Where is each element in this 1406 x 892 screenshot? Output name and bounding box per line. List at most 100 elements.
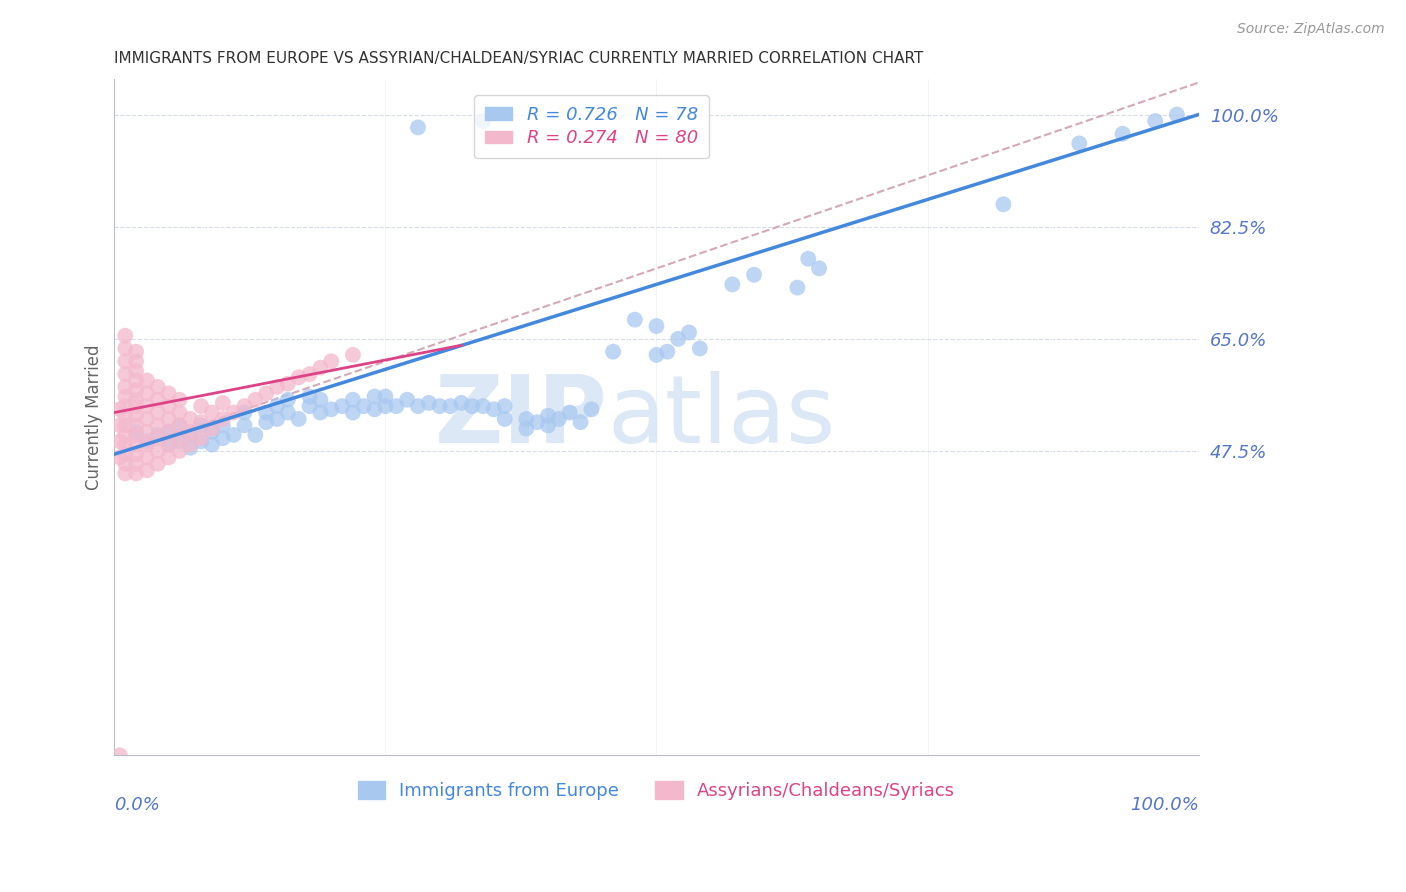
Point [201, 425, 224, 439]
Point [108, 402, 131, 417]
Point [786, 280, 808, 294]
Point [201, 405, 224, 419]
Point [157, 386, 180, 401]
Point [125, 399, 148, 413]
Point [406, 120, 429, 135]
Point [179, 437, 201, 451]
Point [233, 405, 256, 419]
Point [125, 344, 148, 359]
Point [418, 396, 440, 410]
Point [125, 364, 148, 378]
Point [114, 409, 136, 423]
Point [439, 399, 461, 413]
Point [125, 447, 148, 461]
Point [136, 399, 159, 413]
Point [146, 405, 169, 419]
Point [125, 374, 148, 388]
Point [277, 392, 299, 407]
Point [254, 405, 277, 419]
Point [125, 437, 148, 451]
Point [363, 402, 385, 417]
Point [114, 447, 136, 461]
Point [309, 405, 332, 419]
Point [526, 415, 548, 429]
Text: 0.0%: 0.0% [114, 796, 160, 814]
Point [146, 418, 169, 433]
Point [321, 402, 343, 417]
Point [254, 386, 277, 401]
Point [146, 392, 169, 407]
Point [298, 367, 321, 381]
Point [114, 367, 136, 381]
Point [494, 412, 516, 426]
Point [190, 415, 212, 429]
Point [222, 428, 245, 442]
Point [482, 402, 505, 417]
Point [114, 390, 136, 404]
Text: Source: ZipAtlas.com: Source: ZipAtlas.com [1237, 22, 1385, 37]
Point [179, 428, 201, 442]
Point [201, 437, 224, 451]
Point [1144, 114, 1167, 128]
Point [494, 399, 516, 413]
Point [125, 392, 148, 407]
Point [1069, 136, 1091, 151]
Point [169, 431, 191, 445]
Point [797, 252, 820, 266]
Point [374, 399, 396, 413]
Point [157, 425, 180, 439]
Point [396, 392, 419, 407]
Point [136, 434, 159, 449]
Point [136, 463, 159, 477]
Point [277, 405, 299, 419]
Point [125, 467, 148, 481]
Point [125, 354, 148, 368]
Point [645, 348, 668, 362]
Point [114, 467, 136, 481]
Point [108, 418, 131, 433]
Point [169, 444, 191, 458]
Point [136, 437, 159, 451]
Point [472, 114, 495, 128]
Point [114, 342, 136, 356]
Point [190, 418, 212, 433]
Point [266, 399, 288, 413]
Point [808, 261, 831, 276]
Point [125, 418, 148, 433]
Point [157, 425, 180, 439]
Point [136, 425, 159, 439]
Point [146, 380, 169, 394]
Point [742, 268, 765, 282]
Point [146, 457, 169, 471]
Point [190, 434, 212, 449]
Point [277, 376, 299, 391]
Point [461, 399, 484, 413]
Point [179, 425, 201, 439]
Point [581, 402, 603, 417]
Point [569, 415, 592, 429]
Point [321, 354, 343, 368]
Point [125, 383, 148, 397]
Point [125, 428, 148, 442]
Point [157, 412, 180, 426]
Point [450, 396, 472, 410]
Point [136, 412, 159, 426]
Point [548, 412, 571, 426]
Point [689, 342, 711, 356]
Point [309, 392, 332, 407]
Text: 100.0%: 100.0% [1129, 796, 1198, 814]
Point [157, 399, 180, 413]
Point [169, 392, 191, 407]
Point [645, 319, 668, 334]
Point [211, 412, 233, 426]
Point [211, 418, 233, 433]
Point [114, 418, 136, 433]
Point [114, 457, 136, 471]
Point [330, 399, 353, 413]
Point [666, 332, 689, 346]
Point [169, 434, 191, 449]
Point [108, 748, 131, 763]
Point [254, 415, 277, 429]
Point [353, 399, 375, 413]
Point [201, 421, 224, 435]
